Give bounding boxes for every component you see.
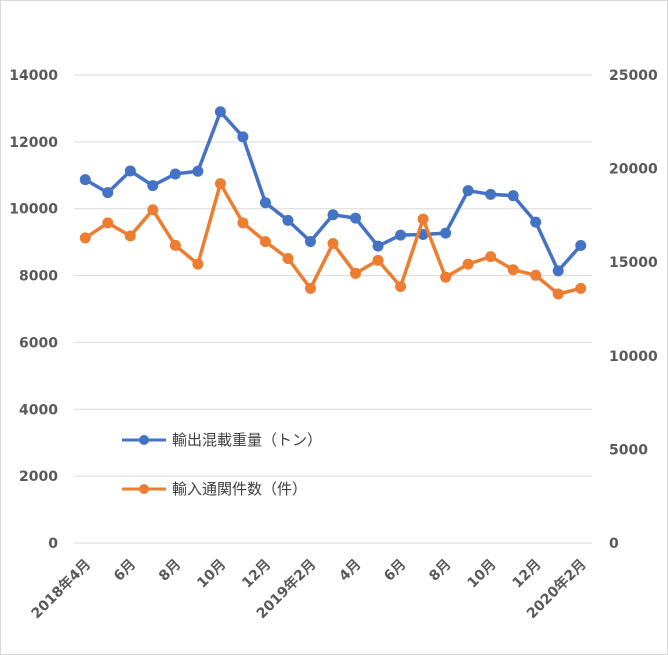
data-point	[214, 106, 226, 118]
data-point	[102, 187, 114, 199]
legend-item-export-weight: 輸出混載重量（トン）	[122, 431, 322, 449]
left-tick-label: 10000	[9, 202, 58, 218]
data-point	[327, 237, 339, 249]
data-point	[192, 165, 204, 177]
data-point	[147, 180, 159, 192]
left-tick-label: 6000	[19, 335, 58, 351]
right-tick-label: 15000	[609, 255, 658, 271]
right-axis-ticks: 0 5000 10000 15000 20000 25000	[609, 68, 658, 552]
data-point	[507, 264, 519, 276]
data-point	[552, 288, 564, 300]
data-point	[259, 197, 271, 209]
data-point	[575, 239, 587, 251]
series-0	[79, 106, 587, 277]
legend-item-import-declarations: 輸入通関件数（件）	[122, 480, 307, 498]
data-point	[372, 254, 384, 266]
data-point	[304, 235, 316, 247]
x-tick-label: 8月	[426, 557, 454, 585]
left-tick-label: 2000	[19, 469, 58, 485]
data-point	[417, 213, 429, 225]
data-point	[350, 212, 362, 224]
data-point	[440, 227, 452, 239]
data-point	[259, 236, 271, 248]
data-point	[552, 265, 564, 277]
data-point	[485, 188, 497, 200]
data-point	[575, 282, 587, 294]
data-point	[147, 204, 159, 216]
legend-label: 輸入通関件数（件）	[172, 480, 307, 498]
x-tick-label: 12月	[510, 557, 545, 592]
x-tick-label: 12月	[239, 557, 274, 592]
left-tick-label: 12000	[9, 135, 58, 151]
x-tick-label: 10月	[194, 557, 229, 592]
x-tick-label: 4月	[336, 557, 364, 585]
data-point	[507, 190, 519, 202]
data-point	[395, 229, 407, 241]
right-tick-label: 20000	[609, 162, 658, 178]
x-tick-label: 8月	[156, 557, 184, 585]
gridlines	[74, 74, 592, 544]
series-layer	[79, 106, 587, 300]
data-point	[214, 178, 226, 190]
x-tick-label: 2018年4月	[28, 556, 94, 622]
series-1	[79, 178, 587, 300]
data-point	[462, 258, 474, 270]
legend-label: 輸出混載重量（トン）	[172, 431, 322, 449]
data-point	[124, 165, 136, 177]
data-point	[282, 214, 294, 226]
data-point	[350, 267, 362, 279]
legend: 輸出混載重量（トン） 輸入通関件数（件）	[122, 431, 322, 498]
data-point	[282, 252, 294, 264]
right-tick-label: 5000	[609, 442, 648, 458]
data-point	[237, 131, 249, 143]
data-point	[530, 269, 542, 281]
data-point	[79, 232, 91, 244]
data-point	[169, 239, 181, 251]
data-point	[102, 217, 114, 229]
legend-marker	[139, 435, 149, 445]
data-point	[485, 251, 497, 263]
left-axis-ticks: 0 2000 4000 6000 8000 10000 12000 14000	[9, 68, 58, 552]
x-tick-label: 10月	[464, 557, 499, 592]
left-tick-label: 0	[48, 536, 58, 552]
data-point	[327, 209, 339, 221]
data-point	[530, 216, 542, 228]
data-point	[440, 271, 452, 283]
data-point	[462, 185, 474, 197]
left-tick-label: 14000	[9, 68, 58, 84]
data-point	[237, 217, 249, 229]
right-tick-label: 10000	[609, 349, 658, 365]
x-tick-label: 6月	[381, 557, 409, 585]
data-point	[169, 168, 181, 180]
x-tick-label: 6月	[111, 557, 139, 585]
data-point	[192, 258, 204, 270]
data-point	[124, 230, 136, 242]
data-point	[79, 174, 91, 186]
left-tick-label: 4000	[19, 402, 58, 418]
right-tick-label: 25000	[609, 68, 658, 84]
left-tick-label: 8000	[19, 269, 58, 285]
data-point	[372, 240, 384, 252]
legend-marker	[139, 484, 149, 494]
data-point	[395, 281, 407, 293]
data-point	[304, 282, 316, 294]
right-tick-label: 0	[609, 536, 619, 552]
